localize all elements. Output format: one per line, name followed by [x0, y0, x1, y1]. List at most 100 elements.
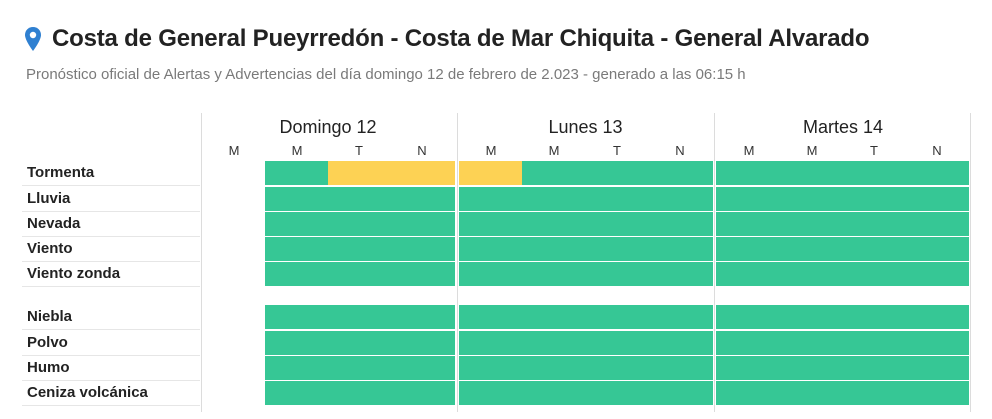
- alert-cell: [585, 237, 649, 261]
- alert-cell: [265, 212, 328, 236]
- alert-cell: [780, 161, 843, 185]
- alert-cell: [716, 381, 780, 405]
- alert-cell: [716, 237, 780, 261]
- alert-cell: [459, 356, 522, 380]
- alert-cell: [649, 305, 713, 329]
- alert-cell: [843, 237, 906, 261]
- alert-cell: [843, 356, 906, 380]
- alert-cell: [585, 305, 649, 329]
- phenomenon-label: Viento: [27, 240, 73, 257]
- alert-cell: [906, 262, 969, 286]
- alert-cell: [459, 161, 522, 185]
- alert-cell: [716, 331, 780, 355]
- alert-cell: [585, 356, 649, 380]
- alert-cell: [716, 356, 780, 380]
- page-subtitle: Pronóstico oficial de Alertas y Adverten…: [26, 66, 746, 83]
- day-separator: [970, 113, 971, 412]
- alert-cell: [459, 212, 522, 236]
- phenomenon-label: Nevada: [27, 215, 81, 232]
- alert-cell: [459, 187, 522, 211]
- alert-cell: [843, 212, 906, 236]
- phenomenon-label: Viento zonda: [27, 265, 121, 282]
- alert-cell: [391, 262, 455, 286]
- alert-cell: [459, 305, 522, 329]
- alert-cell: [649, 237, 713, 261]
- alert-cell: [649, 331, 713, 355]
- alert-cell: [391, 161, 455, 185]
- alert-cell: [585, 331, 649, 355]
- alert-cell: [522, 187, 585, 211]
- alert-cell: [265, 187, 328, 211]
- time-slot-label: N: [417, 143, 427, 158]
- row-divider: [22, 211, 200, 212]
- time-slot-label: T: [613, 143, 621, 158]
- alert-cell: [780, 212, 843, 236]
- alert-cell: [716, 262, 780, 286]
- alert-cell: [328, 381, 391, 405]
- alert-cell: [265, 237, 328, 261]
- alert-cell: [391, 187, 455, 211]
- alert-cell: [906, 331, 969, 355]
- time-slot-label: M: [228, 143, 240, 158]
- alert-cell: [328, 212, 391, 236]
- phenomenon-label: Lluvia: [27, 190, 71, 207]
- alert-cell: [585, 212, 649, 236]
- day-separator: [201, 113, 202, 412]
- alert-cell: [391, 305, 455, 329]
- map-pin-icon: [24, 26, 42, 52]
- alert-cell: [843, 381, 906, 405]
- alert-cell: [716, 187, 780, 211]
- alert-cell: [906, 212, 969, 236]
- day-separator: [714, 113, 715, 412]
- alert-cell: [780, 381, 843, 405]
- alert-cell: [459, 237, 522, 261]
- time-slot-label: M: [806, 143, 818, 158]
- alert-cell: [522, 161, 585, 185]
- day-separator: [457, 113, 458, 412]
- alert-cell: [843, 187, 906, 211]
- alert-cell: [649, 381, 713, 405]
- alert-cell: [459, 262, 522, 286]
- row-divider: [22, 185, 200, 186]
- day-header: Domingo 12: [279, 117, 377, 137]
- alert-cell: [328, 305, 391, 329]
- alert-cell: [265, 305, 328, 329]
- alert-cell: [780, 262, 843, 286]
- phenomenon-label: Ceniza volcánica: [27, 384, 148, 401]
- alert-cell: [716, 212, 780, 236]
- alert-cell: [391, 212, 455, 236]
- alert-cell: [780, 356, 843, 380]
- alert-cell: [391, 331, 455, 355]
- alert-cell: [265, 161, 328, 185]
- alert-cell: [265, 356, 328, 380]
- alert-cell: [328, 356, 391, 380]
- alert-cell: [906, 305, 969, 329]
- alert-cell: [522, 305, 585, 329]
- alert-cell: [906, 381, 969, 405]
- alert-cell: [391, 237, 455, 261]
- alert-cell: [522, 212, 585, 236]
- alert-cell: [585, 187, 649, 211]
- alert-cell: [649, 262, 713, 286]
- alert-cell: [843, 161, 906, 185]
- day-header: Lunes 13: [548, 117, 623, 137]
- time-slot-label: T: [870, 143, 878, 158]
- alert-cell: [649, 356, 713, 380]
- time-slot-label: M: [743, 143, 755, 158]
- phenomenon-label: Polvo: [27, 334, 68, 351]
- alert-cell: [265, 331, 328, 355]
- time-slot-label: T: [355, 143, 363, 158]
- time-slot-label: M: [485, 143, 497, 158]
- alert-cell: [649, 212, 713, 236]
- time-slot-label: N: [675, 143, 685, 158]
- day-header: Martes 14: [802, 117, 884, 137]
- row-divider: [22, 380, 200, 381]
- alert-cell: [649, 187, 713, 211]
- alert-cell: [780, 237, 843, 261]
- alert-cell: [522, 262, 585, 286]
- alert-cell: [843, 262, 906, 286]
- alert-cell: [391, 381, 455, 405]
- phenomenon-label: Humo: [27, 359, 70, 376]
- time-slot-label: M: [548, 143, 560, 158]
- alert-cell: [585, 262, 649, 286]
